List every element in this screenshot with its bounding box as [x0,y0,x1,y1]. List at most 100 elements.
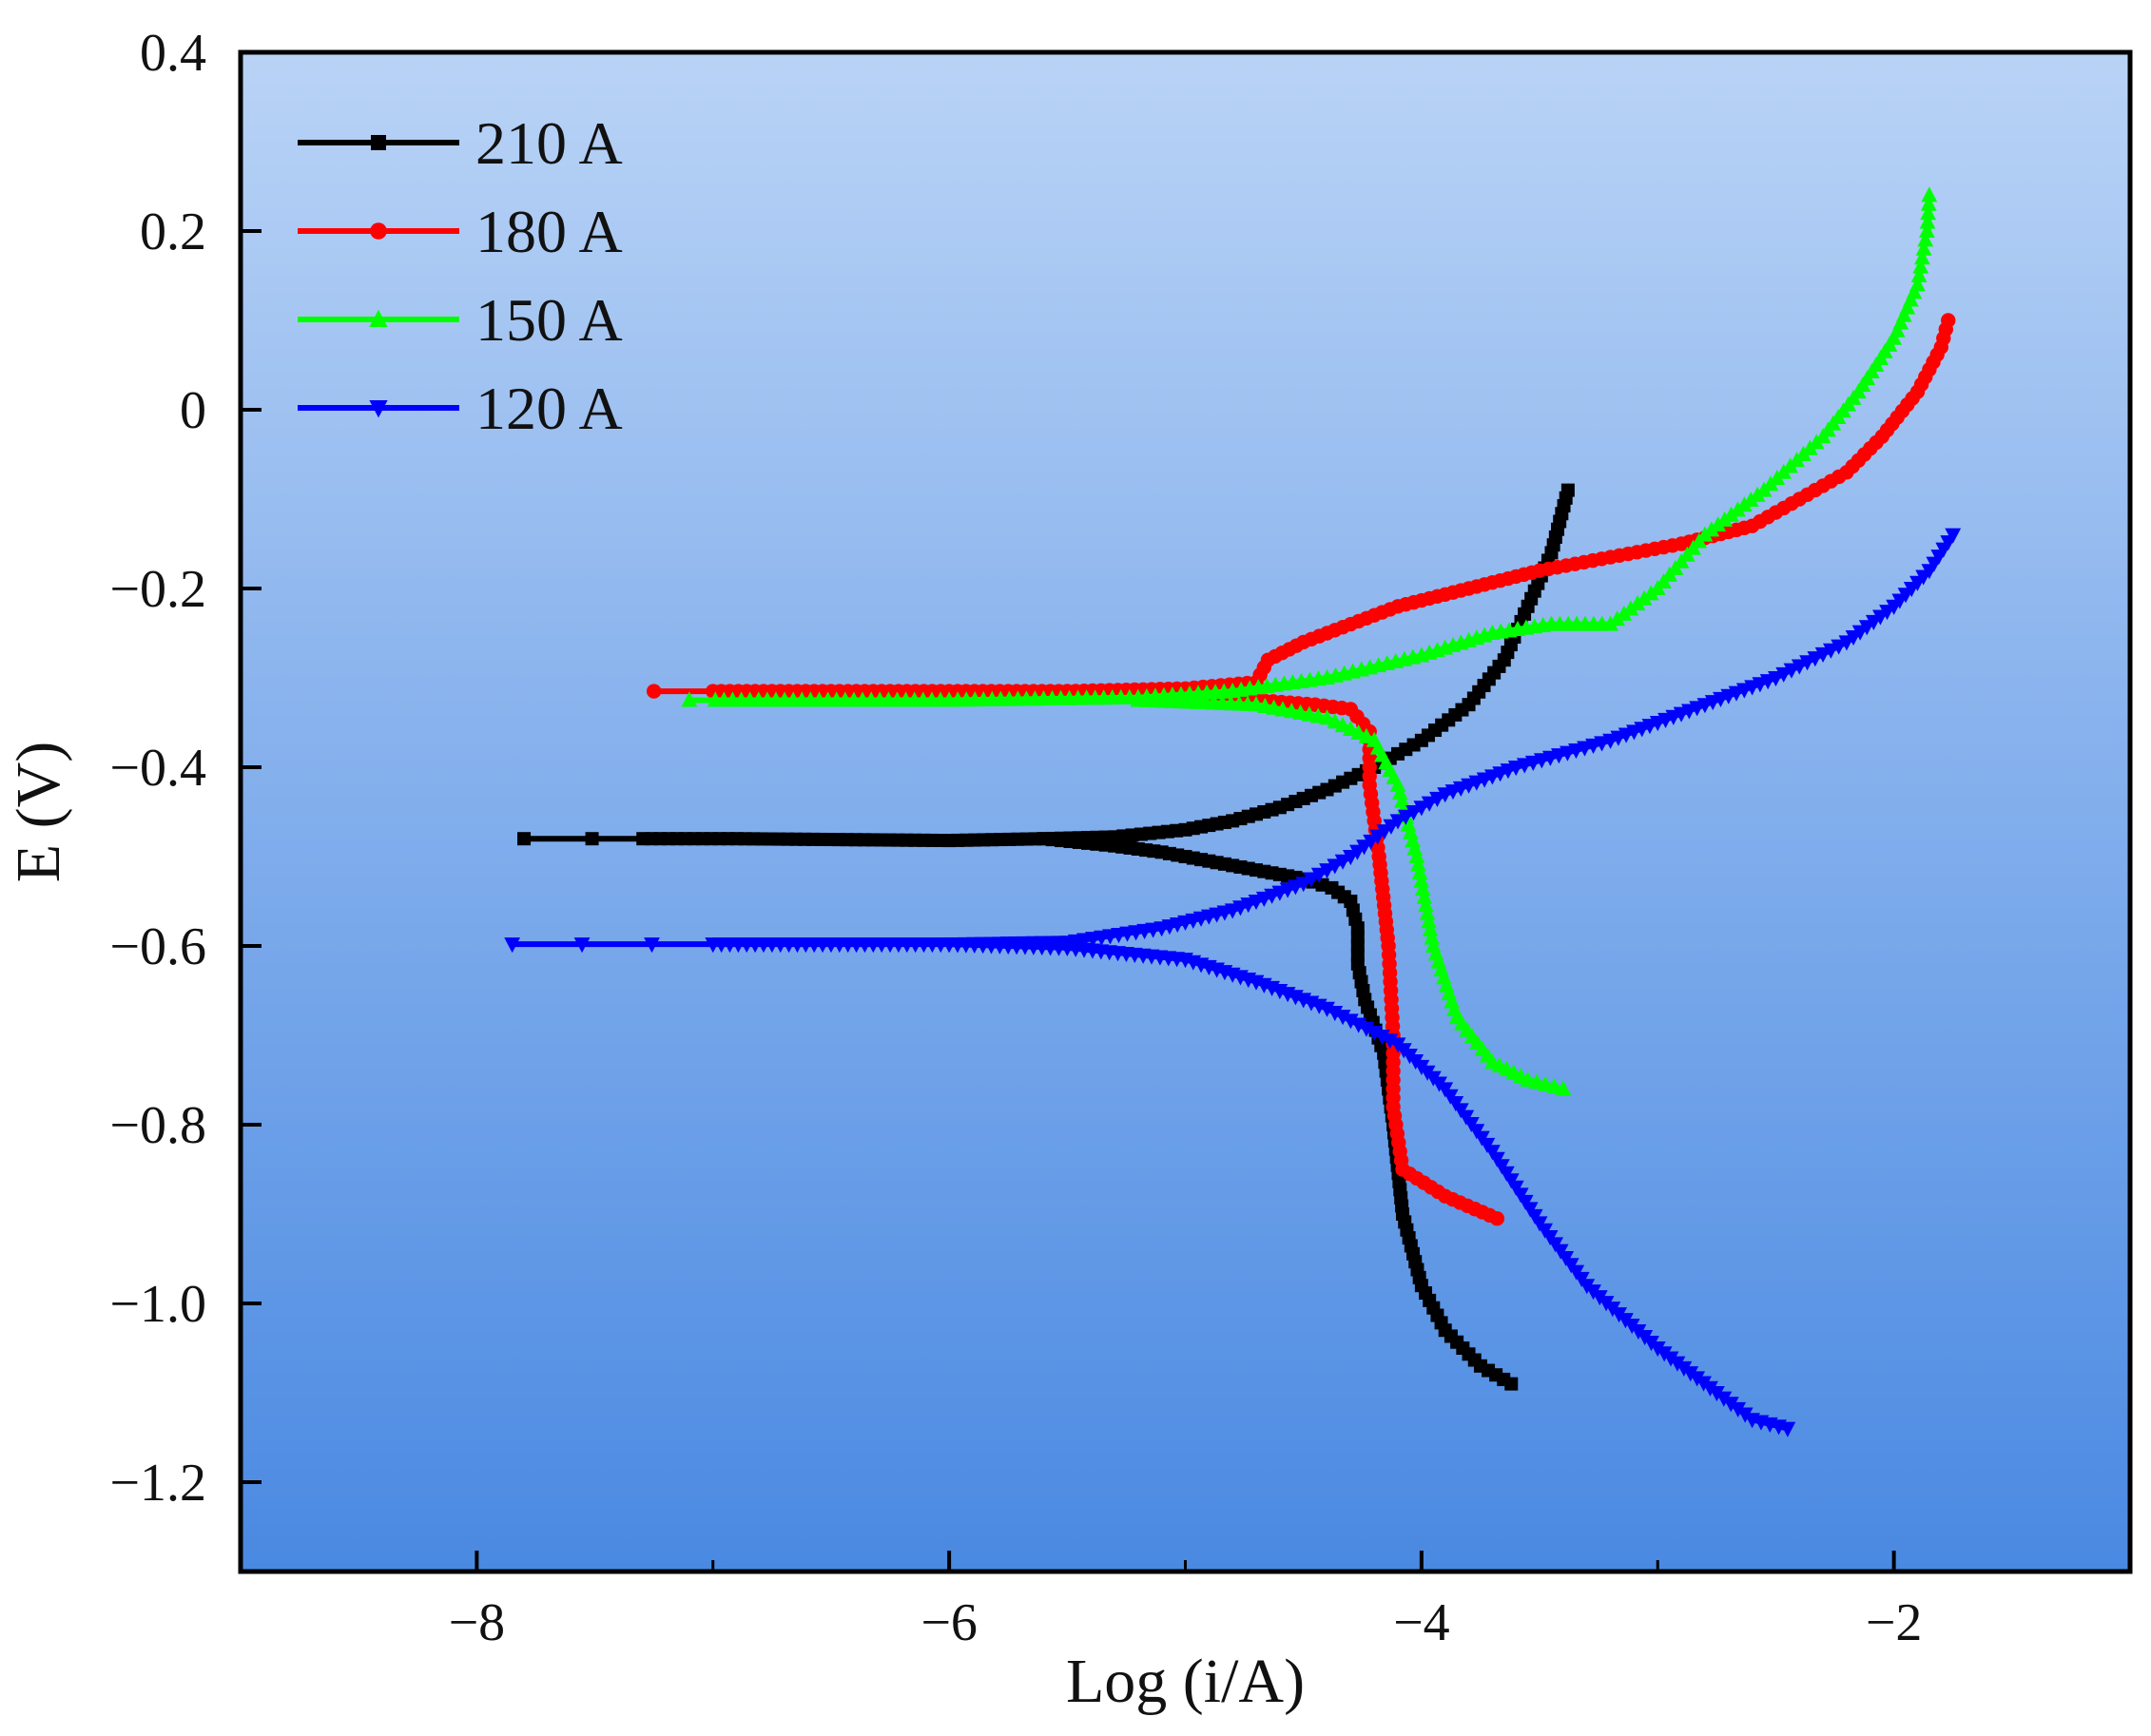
data-point [1489,1211,1505,1226]
data-point [1408,847,1425,863]
data-point [1421,913,1437,929]
data-point [1504,1377,1519,1391]
data-point [1537,1075,1554,1091]
legend-marker [369,309,388,327]
data-point [1429,791,1445,807]
data-point [1779,1421,1796,1437]
data-point [1919,213,1936,229]
data-point [1910,266,1928,282]
data-point [1636,589,1653,606]
series-120a [504,528,1962,1437]
data-point [1602,615,1618,631]
data-point [1406,839,1424,856]
x-tick-label: −2 [1866,1593,1923,1652]
data-point [1736,1407,1754,1423]
data-point [1642,585,1659,601]
series-150a [681,186,1938,1096]
data-point [1327,858,1344,875]
legend-item: 120 A [298,375,623,442]
data-point [1342,1013,1359,1030]
data-point [573,937,591,954]
data-point [1410,856,1426,872]
data-point [1622,600,1639,616]
data-point [1413,872,1430,888]
data-point [644,937,660,954]
data-point [1394,792,1410,808]
data-point [1945,528,1962,544]
legend-label: 210 A [475,109,623,177]
series-layer [504,186,1962,1437]
x-tick-label: −4 [1393,1593,1450,1652]
data-point [1708,1386,1725,1402]
data-point [1629,595,1646,611]
data-point [1912,258,1929,274]
data-point [1310,867,1327,883]
y-tick-label: 0.2 [140,203,206,261]
data-point [1886,329,1903,345]
data-point [1389,814,1406,830]
data-point [1730,1401,1747,1418]
legend-item: 150 A [298,286,623,354]
y-tick-label: −0.8 [109,1096,206,1155]
data-point [1899,299,1916,315]
data-point [1416,888,1433,904]
data-point [1402,823,1419,839]
data-point [1319,1001,1335,1017]
data-point [1350,1017,1367,1033]
legend-item: 180 A [298,198,623,265]
data-point [1915,240,1932,256]
data-point [517,832,532,846]
data-point [1616,605,1633,621]
legend-item: 210 A [298,109,623,177]
axis-ticks: −8 −6 −4 −2 0.4 0.2 0 −0.2 −0.4 −0.6 −0.8 −1.0 −1.2 [109,24,1922,1652]
legend: 210 A 180 A 150 A 120 A [298,109,623,442]
legend-marker [369,400,388,418]
data-point [1374,1030,1390,1046]
data-point [1417,897,1434,913]
data-point [646,684,662,699]
y-tick-label: −0.6 [109,917,206,976]
y-axis-title: E (V) [4,742,73,882]
data-point [1941,313,1956,328]
data-point [1715,1391,1733,1407]
data-point [1424,929,1441,945]
data-point [1422,920,1439,936]
data-point [1520,1071,1537,1087]
data-point [1921,186,1938,203]
x-tick-label: −8 [449,1593,506,1652]
x-axis-title: Log (i/A) [1066,1647,1305,1716]
data-point [504,937,521,954]
data-point [1334,854,1351,870]
data-point [1902,291,1919,307]
data-point [1920,195,1937,211]
legend-label: 180 A [475,198,623,265]
data-point [1382,1033,1399,1050]
data-point [585,832,599,846]
y-tick-label: 0.4 [140,24,206,83]
y-tick-label: −0.4 [109,739,206,798]
data-point [1366,1025,1383,1041]
legend-marker [371,135,386,150]
data-point [1400,816,1417,832]
data-point [1909,276,1926,292]
data-point [1334,1010,1351,1026]
data-point [1405,805,1422,821]
data-point [1918,222,1935,238]
y-tick-label: −1.0 [109,1275,206,1334]
data-point [1560,483,1575,497]
data-point [1411,863,1428,880]
data-point [1391,784,1408,800]
data-point [1920,204,1937,221]
legend-label: 120 A [475,375,623,442]
data-point [1917,231,1934,247]
data-point [1892,314,1909,330]
data-point [1295,877,1312,893]
data-point [1889,321,1906,338]
data-point [1914,249,1930,265]
legend-label: 150 A [475,286,623,354]
data-point [1906,283,1923,299]
y-tick-label: −1.2 [109,1454,206,1513]
data-point [1413,800,1430,817]
x-tick-label: −6 [920,1593,978,1652]
